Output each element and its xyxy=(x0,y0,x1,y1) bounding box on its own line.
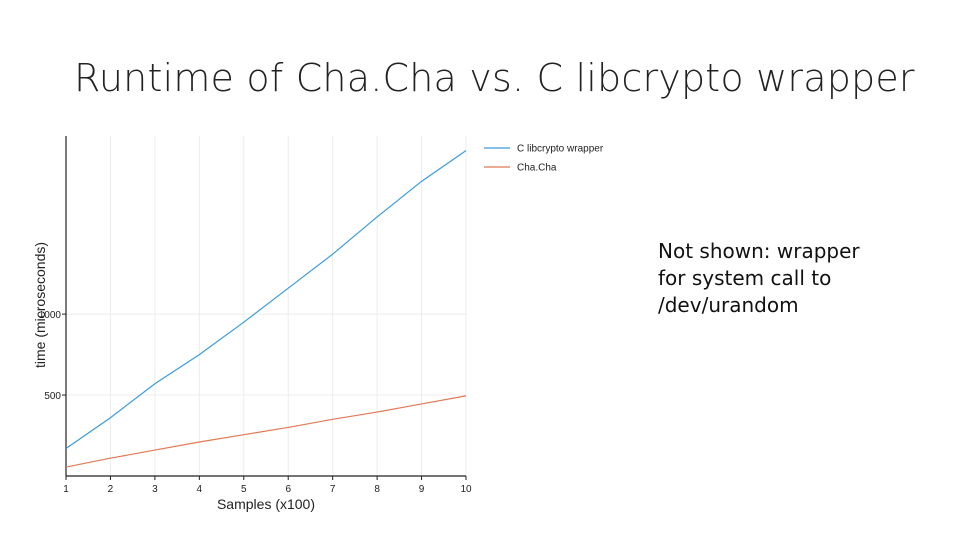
side-note: Not shown: wrapper for system call to /d… xyxy=(658,238,918,319)
side-note-line: for system call to xyxy=(658,266,832,290)
page-title: Runtime of Cha.Cha vs. C libcrypto wrapp… xyxy=(74,56,915,100)
chart-grid xyxy=(66,136,467,476)
x-tick-label: 2 xyxy=(108,484,114,495)
x-tick-label: 4 xyxy=(197,484,203,495)
y-tick-label: 1000 xyxy=(39,310,62,321)
x-axis-label: Samples (x100) xyxy=(217,496,315,512)
x-tick-label: 5 xyxy=(241,484,247,495)
series-line-c-libcrypto-wrapper xyxy=(65,150,467,449)
x-tick-label: 8 xyxy=(374,484,380,495)
legend-label-c-libcrypto-wrapper: C libcrypto wrapper xyxy=(517,144,604,155)
y-tick-label: 500 xyxy=(44,391,61,402)
series-line-cha-cha xyxy=(65,395,467,468)
chart-series xyxy=(65,150,467,468)
chart-legend: C libcrypto wrapper Cha.Cha xyxy=(484,144,604,174)
x-tick-label: 6 xyxy=(285,484,291,495)
side-note-line: Not shown: wrapper xyxy=(658,239,860,263)
x-tick-label: 10 xyxy=(460,484,472,495)
x-tick-label: 3 xyxy=(152,484,158,495)
y-axis-label: time (microseconds) xyxy=(32,242,48,368)
side-note-line: /dev/urandom xyxy=(658,293,799,317)
x-tick-label: 9 xyxy=(419,484,425,495)
x-tick-label: 1 xyxy=(63,484,69,495)
legend-label-cha-cha: Cha.Cha xyxy=(517,163,557,174)
chart-axes: 1 2 3 4 5 6 7 8 9 10 500 1000 xyxy=(39,136,472,495)
x-tick-label: 7 xyxy=(330,484,336,495)
